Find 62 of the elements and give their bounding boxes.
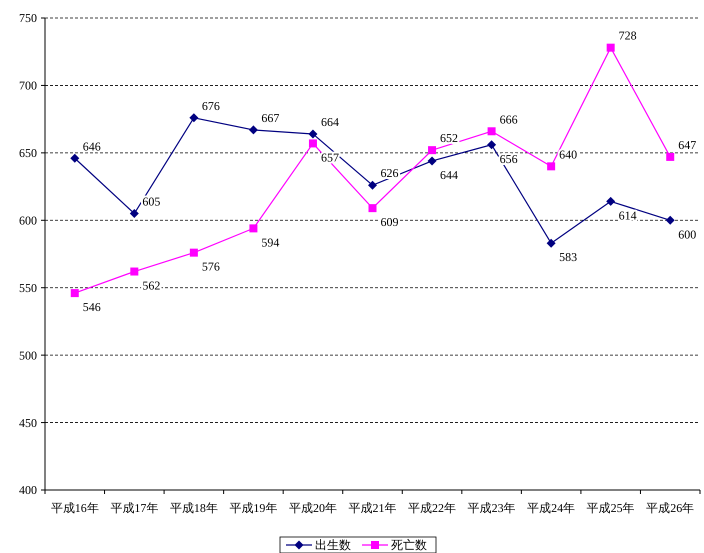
x-tick-label: 平成21年 — [348, 501, 396, 515]
y-tick-label: 450 — [19, 416, 37, 430]
y-tick-label: 750 — [19, 11, 37, 26]
x-tick-label: 平成19年 — [229, 501, 278, 515]
legend-label: 死亡数 — [391, 538, 427, 552]
data-label: 605 — [142, 194, 160, 209]
x-tick-label: 平成23年 — [468, 501, 516, 515]
point — [606, 44, 615, 52]
point — [368, 180, 377, 190]
point — [488, 127, 496, 136]
point — [547, 162, 556, 170]
data-label: 676 — [202, 98, 220, 113]
point — [130, 209, 139, 218]
x-tick-label: 平成17年 — [110, 501, 158, 515]
point — [308, 139, 317, 148]
data-label: 646 — [82, 139, 101, 154]
data-label: 666 — [500, 112, 518, 126]
point — [546, 238, 556, 248]
data-label: 594 — [261, 235, 280, 250]
point — [130, 268, 138, 276]
legend-label: 出生数 — [315, 538, 351, 552]
x-tick-label: 平成16年 — [50, 501, 99, 515]
point — [368, 204, 376, 212]
x-tick-label: 平成25年 — [586, 501, 635, 515]
data-label: 647 — [678, 138, 696, 152]
point — [308, 129, 318, 138]
point — [428, 146, 436, 154]
y-tick-label: 700 — [19, 78, 37, 93]
point — [666, 152, 674, 161]
data-label: 576 — [202, 260, 220, 274]
data-label: 626 — [380, 166, 398, 180]
data-label: 656 — [500, 152, 518, 166]
y-tick-label: 550 — [19, 280, 37, 295]
x-tick-label: 平成18年 — [170, 501, 218, 515]
point — [487, 140, 496, 150]
x-tick-label: 平成24年 — [527, 501, 576, 515]
point — [249, 224, 258, 232]
x-tick-label: 平成22年 — [408, 501, 456, 515]
data-label: 546 — [82, 300, 101, 314]
point — [428, 156, 437, 166]
data-label: 600 — [678, 227, 696, 242]
point — [190, 248, 198, 257]
data-label: 652 — [440, 131, 458, 146]
point — [189, 113, 198, 122]
point — [70, 289, 79, 298]
data-label: 644 — [440, 168, 458, 182]
y-tick-label: 500 — [19, 348, 37, 362]
point — [606, 196, 616, 206]
data-label: 583 — [559, 250, 578, 264]
point — [70, 154, 80, 163]
x-tick-label: 平成26年 — [646, 501, 694, 515]
point — [666, 216, 675, 225]
data-label: 614 — [618, 208, 637, 222]
x-tick-label: 平成20年 — [288, 501, 337, 515]
data-label: 728 — [618, 28, 637, 43]
point — [248, 125, 258, 134]
data-label: 562 — [142, 278, 160, 293]
y-tick-label: 600 — [19, 213, 37, 228]
data-label: 664 — [320, 114, 339, 129]
y-tick-label: 400 — [19, 483, 37, 498]
y-tick-label: 650 — [19, 146, 37, 160]
data-label: 667 — [261, 110, 280, 125]
